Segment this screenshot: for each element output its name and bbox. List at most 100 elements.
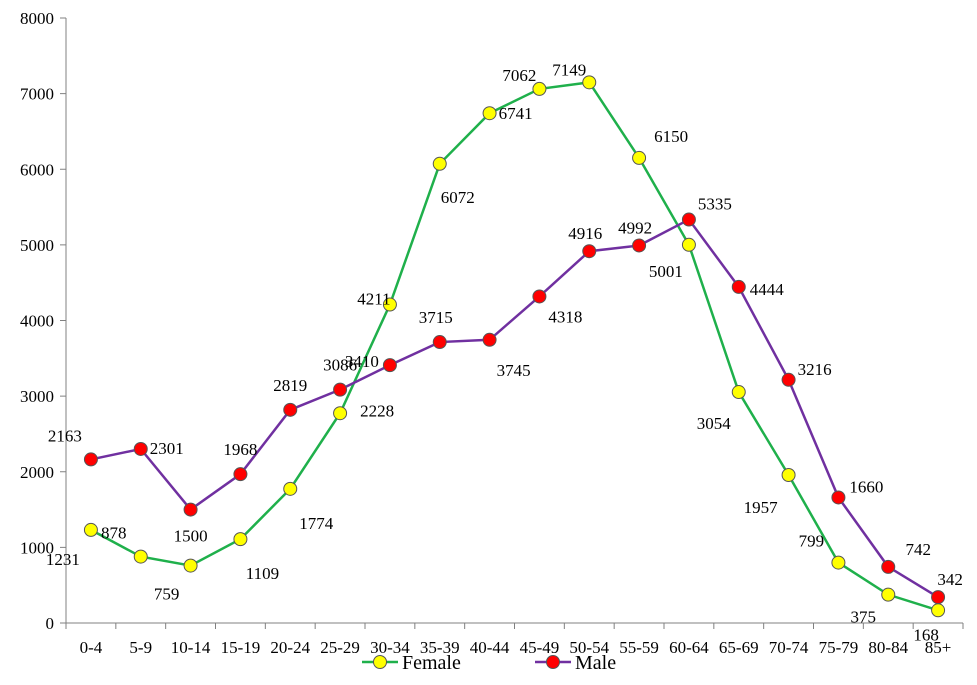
chart-series [83, 75, 946, 618]
data-point-female [931, 603, 946, 618]
data-label-male: 1968 [223, 440, 257, 459]
data-label-female: 7149 [552, 60, 586, 79]
data-point-male [781, 372, 796, 387]
data-point-female [532, 81, 547, 96]
data-point-female [632, 150, 647, 165]
data-label-male: 4444 [750, 280, 785, 299]
data-label-female: 1774 [299, 514, 334, 533]
x-tick-label: 65-69 [719, 638, 759, 657]
x-tick-label: 55-59 [619, 638, 659, 657]
x-tick-label: 30-34 [370, 638, 410, 657]
data-point-male [233, 467, 248, 482]
data-point-female [881, 587, 896, 602]
x-tick-label: 80-84 [868, 638, 908, 657]
x-tick-label: 40-44 [470, 638, 510, 657]
data-label-female: 878 [101, 524, 127, 543]
x-tick-label: 15-19 [221, 638, 261, 657]
data-label-male: 3086 [323, 356, 357, 375]
legend-item-female: Female [362, 652, 461, 674]
data-label-female: 7062 [502, 66, 536, 85]
y-tick-label: 4000 [20, 312, 54, 331]
data-label-male: 4992 [618, 218, 652, 237]
legend-marker [546, 655, 560, 669]
y-tick-label: 2000 [20, 463, 54, 482]
data-label-male: 3410 [345, 352, 379, 371]
data-label-female: 6072 [441, 188, 475, 207]
data-point-female [382, 297, 397, 312]
data-label-male: 342 [937, 570, 963, 589]
data-point-male [632, 238, 647, 253]
x-tick-label: 70-74 [769, 638, 809, 657]
data-label-male: 742 [906, 540, 932, 559]
data-point-male [83, 452, 98, 467]
data-point-male [881, 559, 896, 574]
y-tick-label: 8000 [20, 9, 54, 28]
data-label-male: 3216 [798, 360, 832, 379]
y-tick-label: 6000 [20, 160, 54, 179]
data-point-female [781, 468, 796, 483]
data-label-female: 759 [154, 585, 180, 604]
data-point-male [283, 402, 298, 417]
x-tick-label: 20-24 [270, 638, 310, 657]
data-label-male: 1660 [849, 477, 883, 496]
y-tick-label: 0 [46, 614, 55, 633]
data-label-male: 2819 [273, 376, 307, 395]
data-label-female: 3054 [697, 414, 732, 433]
data-label-female: 6150 [654, 127, 688, 146]
y-tick-label: 7000 [20, 85, 54, 104]
x-tick-label: 5-9 [129, 638, 152, 657]
data-point-male [183, 502, 198, 517]
data-label-male: 3715 [419, 308, 453, 327]
data-annotation: 2228 [360, 402, 394, 421]
legend-marker [373, 655, 387, 669]
data-label-female: 4211 [357, 290, 390, 309]
data-point-female [133, 549, 148, 564]
data-point-male [931, 590, 946, 605]
chart-legend: Female Male [362, 652, 616, 674]
data-label-male: 2301 [150, 439, 184, 458]
series-line-male [90, 217, 939, 599]
data-point-male [432, 335, 447, 350]
legend-label: Female [402, 652, 461, 674]
legend-label: Male [575, 652, 616, 674]
data-point-female [482, 106, 497, 121]
x-tick-label: 75-79 [819, 638, 859, 657]
data-point-female [283, 481, 298, 496]
x-tick-label: 45-49 [520, 638, 560, 657]
x-tick-label: 60-64 [669, 638, 709, 657]
chart-data-labels: 1231 878 759 1109 1774 4211 6072 6741 7062 7149 61… [46, 60, 963, 644]
data-point-male [831, 490, 846, 505]
data-label-female: 1957 [744, 498, 779, 517]
x-tick-label: 0-4 [80, 638, 103, 657]
data-label-male: 5335 [698, 195, 732, 214]
y-tick-label: 1000 [20, 538, 54, 557]
data-label-male: 4318 [548, 307, 582, 326]
x-tick-label: 85+ [925, 638, 952, 657]
data-label-female: 799 [799, 532, 825, 551]
data-label-female: 6741 [499, 104, 533, 123]
data-point-female [582, 75, 597, 90]
x-tick-label: 35-39 [420, 638, 460, 657]
data-point-male [133, 441, 148, 456]
data-point-male [482, 332, 497, 347]
data-point-male [582, 244, 597, 259]
data-point-female [731, 385, 746, 400]
y-tick-label: 5000 [20, 236, 54, 255]
data-point-female [333, 406, 348, 421]
x-tick-label: 25-29 [320, 638, 360, 657]
data-point-female [432, 156, 447, 171]
series-line-female [90, 81, 939, 612]
y-tick-label: 3000 [20, 387, 54, 406]
x-tick-label: 10-14 [171, 638, 211, 657]
data-label-female: 5001 [649, 262, 683, 281]
data-label-male: 4916 [568, 224, 602, 243]
data-label-female: 1231 [46, 550, 80, 569]
legend-item-male: Male [535, 652, 616, 674]
data-point-female [233, 532, 248, 547]
x-axis-ticks: 0-4 5-9 10-14 15-19 20-24 25-29 30-34 35-39 40-4… [65, 623, 964, 657]
data-label-male: 3745 [497, 361, 531, 380]
data-point-male [731, 279, 746, 294]
data-point-male [333, 382, 348, 397]
data-point-female [681, 237, 696, 252]
